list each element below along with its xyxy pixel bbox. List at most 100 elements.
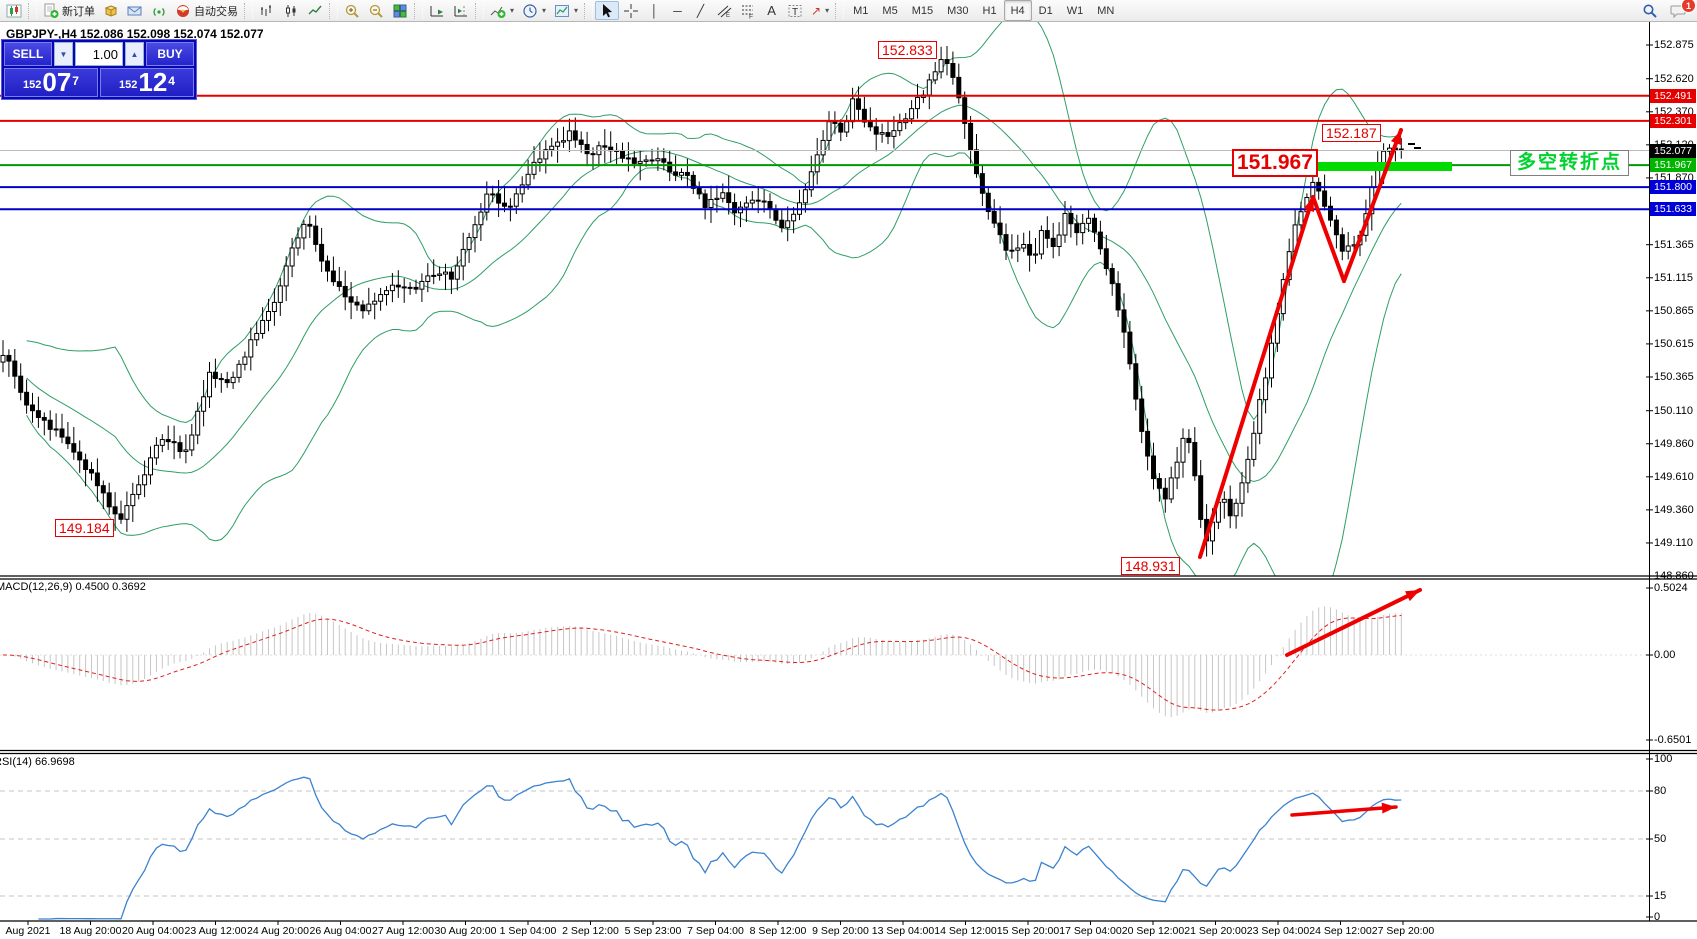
toolbar-grip (414, 2, 423, 19)
arrows-caret-icon: ▾ (825, 6, 830, 15)
auto-trading-button[interactable]: 自动交易 (171, 1, 242, 20)
chart-line-button[interactable] (303, 1, 327, 20)
new-order-icon (44, 3, 59, 18)
candlestick-icon (286, 4, 296, 17)
horizontal-line-icon: ─ (673, 3, 682, 18)
sell-button[interactable]: SELL (4, 42, 52, 66)
volume-input[interactable]: 1.00 (75, 42, 123, 66)
periods-button[interactable]: ▾ (518, 1, 550, 20)
trendline-icon: ╱ (696, 3, 705, 18)
clock-icon (523, 3, 537, 18)
toolbar-grip (584, 2, 594, 19)
timeframe-toolbar: M1 M5 M15 M30 H1 H4 D1 W1 MN (846, 0, 1121, 21)
fibonacci-button[interactable]: F (736, 1, 760, 20)
toolbar-right: 1 (1638, 0, 1696, 20)
arrows-tool-button[interactable]: ↗ ▾ (807, 1, 833, 20)
zoom-out-icon (369, 4, 383, 18)
auto-trading-label: 自动交易 (194, 5, 238, 18)
crosshair-icon (624, 3, 639, 18)
channel-icon: E (717, 5, 732, 19)
chart-candles-button[interactable] (279, 1, 303, 20)
line-chart-icon (308, 5, 322, 14)
timeframe-MN-button[interactable]: MN (1097, 4, 1115, 17)
mail-icon (127, 6, 142, 15)
bar-chart-icon (261, 4, 271, 16)
templates-caret-icon: ▾ (574, 6, 579, 15)
timeframe-M5-button[interactable]: M5 (882, 4, 898, 17)
timeframe-M15-button[interactable]: M15 (911, 4, 934, 17)
volume-increase-button[interactable]: ▲ (125, 42, 144, 66)
arrows-tool-icon: ↗ (811, 3, 822, 18)
chart-bars-button[interactable] (255, 1, 279, 20)
chart-window-button[interactable] (2, 1, 26, 20)
horizontal-line-button[interactable]: ─ (666, 1, 689, 20)
toolbar-grip (835, 2, 845, 19)
cursor-icon (603, 3, 613, 17)
tile-windows-icon (393, 4, 407, 17)
buy-price-main: 12 (138, 67, 168, 97)
channel-button[interactable]: E (712, 1, 736, 20)
antenna-icon (153, 7, 165, 16)
volume-decrease-button[interactable]: ▼ (54, 42, 73, 66)
one-click-trading-panel: SELL ▼ 1.00 ▲ BUY 152 07 7 152 12 4 (1, 39, 197, 100)
zoom-in-button[interactable] (340, 1, 364, 20)
timeframe-M30-button[interactable]: M30 (947, 4, 969, 17)
chart-area[interactable] (0, 22, 1697, 939)
sell-price-tile[interactable]: 152 07 7 (4, 68, 98, 97)
buy-button[interactable]: BUY (146, 42, 194, 66)
chart-title: GBPJPY-,H4 152.086 152.098 152.074 152.0… (6, 27, 264, 41)
auto-trading-icon (177, 4, 189, 17)
templates-button[interactable]: ▾ (550, 1, 582, 20)
auto-scroll-icon (430, 5, 443, 16)
search-button[interactable] (1638, 1, 1662, 20)
signals-button[interactable] (147, 1, 171, 20)
toolbar-grip (475, 2, 484, 19)
new-order-button[interactable]: 新订单 (39, 1, 99, 20)
new-order-label: 新订单 (62, 5, 95, 18)
sell-price-prefix: 152 (23, 79, 42, 92)
auto-scroll-button[interactable] (425, 1, 449, 20)
text-label-button[interactable]: T (783, 1, 807, 20)
timeframe-H1-button[interactable]: H1 (982, 4, 997, 17)
svg-text:T: T (792, 7, 798, 18)
svg-text:E: E (726, 13, 730, 19)
fibonacci-icon: F (742, 5, 754, 19)
mailbox-button[interactable] (123, 1, 147, 20)
chat-button[interactable]: 1 (1666, 0, 1696, 20)
zoom-out-button[interactable] (364, 1, 388, 20)
chart-shift-button[interactable] (449, 1, 473, 20)
indicators-caret-icon: ▾ (510, 6, 515, 15)
timeframe-H4-button[interactable]: H4 (1003, 0, 1032, 21)
vertical-line-button[interactable]: │ (643, 1, 666, 20)
timeframe-W1-button[interactable]: W1 (1066, 4, 1084, 17)
text-label-icon: T (788, 4, 802, 18)
text-icon: A (767, 3, 776, 18)
toolbar: 新订单 自动交易 ▾ ▾ (0, 0, 1697, 22)
svg-text:F: F (749, 13, 753, 19)
toolbar-grip (28, 2, 37, 19)
cursor-button[interactable] (595, 1, 620, 20)
zoom-in-icon (345, 4, 359, 18)
buy-price-tile[interactable]: 152 12 4 (100, 68, 194, 97)
add-indicator-icon (490, 6, 506, 18)
history-cube-button[interactable] (99, 1, 123, 20)
search-icon (1643, 4, 1657, 18)
toolbar-grip (329, 2, 338, 19)
text-button[interactable]: A (760, 1, 783, 20)
periods-caret-icon: ▾ (542, 6, 547, 15)
indicators-button[interactable]: ▾ (486, 1, 518, 20)
timeframe-M1-button[interactable]: M1 (853, 4, 869, 17)
vertical-line-icon: │ (650, 3, 659, 18)
timeframe-D1-button[interactable]: D1 (1038, 4, 1053, 17)
sell-price-pip: 7 (72, 74, 79, 88)
notification-badge: 1 (1681, 0, 1696, 13)
template-icon (555, 4, 570, 17)
trendline-button[interactable]: ╱ (689, 1, 712, 20)
chart-shift-icon (454, 5, 467, 16)
sell-price-main: 07 (42, 67, 72, 97)
crosshair-button[interactable] (619, 1, 643, 20)
buy-price-pip: 4 (168, 74, 175, 88)
toolbar-grip (244, 2, 253, 19)
tile-windows-button[interactable] (388, 1, 412, 20)
